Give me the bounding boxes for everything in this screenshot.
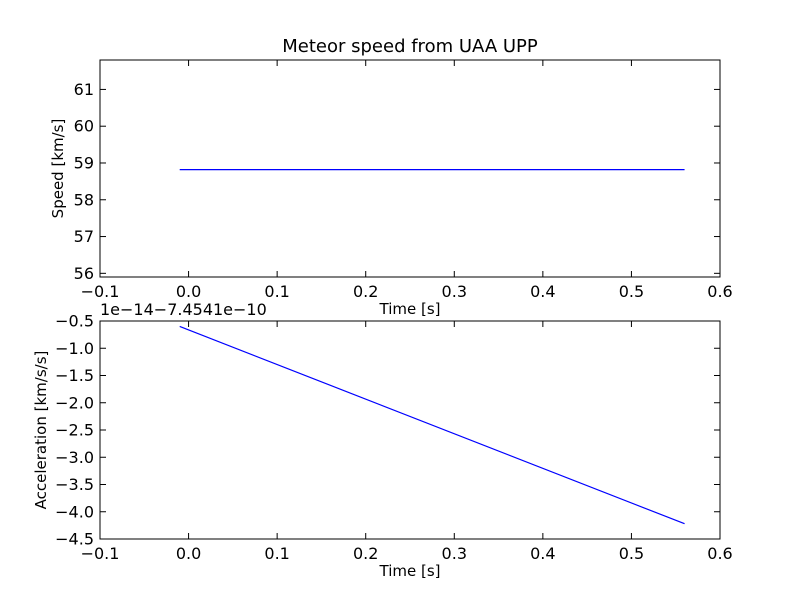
- acceleration-x-tick-label: −0.1: [81, 544, 120, 563]
- speed-x-tick-label: −0.1: [81, 282, 120, 301]
- acceleration-y-axis-label: Acceleration [km/s/s]: [32, 351, 50, 510]
- speed-x-tick-label: 0.1: [264, 282, 289, 301]
- acceleration-x-tick-label: 0.2: [353, 544, 378, 563]
- speed-y-axis-label: Speed [km/s]: [49, 119, 67, 219]
- speed-y-tick-label: 60: [74, 117, 94, 136]
- acceleration-series-group: [179, 325, 685, 525]
- speed-x-tick-label: 0.5: [619, 282, 644, 301]
- acceleration-offset-label: 1e−14−7.4541e−10: [100, 300, 267, 319]
- acceleration-y-tick-label: −2.5: [55, 421, 94, 440]
- acceleration-y-tick-label: −3.5: [55, 475, 94, 494]
- acceleration-y-tick-label: −2.0: [55, 393, 94, 412]
- acceleration-y-tick-label: −1.5: [55, 366, 94, 385]
- acceleration-x-tick-label: 0.6: [707, 544, 732, 563]
- speed-y-tick-label: 61: [74, 80, 94, 99]
- speed-x-tick-label: 0.4: [530, 282, 555, 301]
- speed-x-tick-label: 0.2: [353, 282, 378, 301]
- acceleration-panel: −0.1 0.0 0.1 0.2 0.3 0.4 0.5 0.6 −4.5 −4.0 −3.5 −3.…: [32, 300, 733, 580]
- speed-x-tick-label: 0.3: [442, 282, 467, 301]
- acceleration-x-tick-label: 0.1: [264, 544, 289, 563]
- speed-y-tick-label: 56: [74, 264, 94, 283]
- speed-x-tick-label: 0.0: [176, 282, 201, 301]
- acceleration-x-tick-label: 0.3: [442, 544, 467, 563]
- acceleration-y-tick-label: −3.0: [55, 448, 94, 467]
- acceleration-series-line-0: [179, 325, 685, 525]
- acceleration-plot-area: [100, 321, 720, 539]
- acceleration-x-tick-label: 0.5: [619, 544, 644, 563]
- acceleration-axes-frame: [99, 320, 721, 540]
- acceleration-x-tick-label: 0.0: [176, 544, 201, 563]
- chart-title: Meteor speed from UAA UPP: [282, 36, 538, 57]
- acceleration-x-axis-label: Time [s]: [379, 562, 441, 580]
- speed-y-tick-label: 59: [74, 153, 94, 172]
- acceleration-y-tick-label: −4.5: [55, 530, 94, 549]
- speed-axes-frame: [99, 59, 721, 278]
- acceleration-ticks-group: −0.1 0.0 0.1 0.2 0.3 0.4 0.5 0.6 −4.5 −4.0 −3.5 −3.…: [55, 312, 733, 564]
- speed-panel: Meteor speed from UAA UPP −0.1 0.0 0.1 0.2 0…: [49, 36, 733, 318]
- speed-plot-area: [100, 60, 720, 277]
- speed-x-axis-label: Time [s]: [379, 300, 441, 318]
- speed-y-tick-label: 58: [74, 190, 94, 209]
- acceleration-y-tick-label: −1.0: [55, 339, 94, 358]
- acceleration-y-tick-label: −4.0: [55, 502, 94, 521]
- acceleration-y-tick-label: −0.5: [55, 312, 94, 331]
- speed-x-tick-label: 0.6: [707, 282, 732, 301]
- speed-ticks-group: −0.1 0.0 0.1 0.2 0.3 0.4 0.5 0.6 56 57 58 59 60 61: [74, 60, 733, 301]
- acceleration-x-tick-label: 0.4: [530, 544, 555, 563]
- speed-y-tick-label: 57: [74, 227, 94, 246]
